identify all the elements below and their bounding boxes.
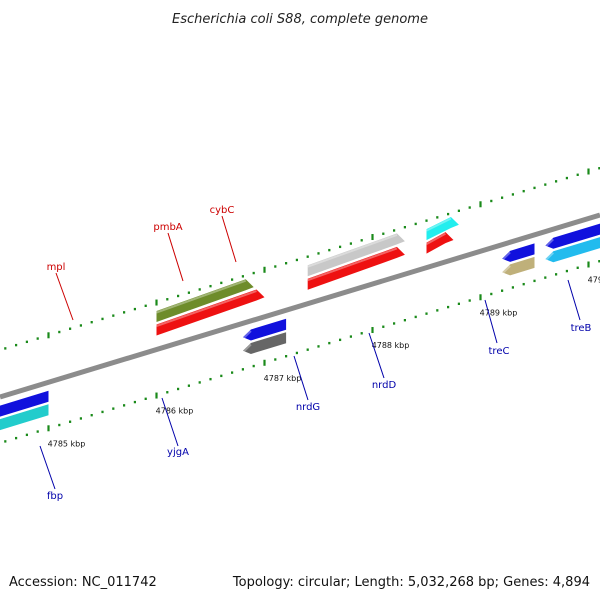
gene-label-nrdG[interactable]: nrdG — [296, 402, 320, 413]
axis-label: 4787 kbp — [264, 374, 302, 383]
nrdG-label-line — [293, 355, 309, 401]
axis-label: 4790 kbp — [588, 276, 600, 285]
nrdD-cds-arrow[interactable] — [545, 182, 600, 263]
axis-label: 4789 kbp — [480, 308, 518, 317]
accession-text: Accession: NC_011742 — [9, 575, 157, 590]
mpl-gene-highlight — [156, 279, 247, 314]
yjgA-gene-highlight — [242, 330, 252, 340]
nrdD-gene-arrow[interactable] — [545, 168, 600, 249]
nrdD-cds-highlight — [544, 252, 554, 262]
nrdG-cds-arrow[interactable] — [502, 256, 535, 276]
pmbA-gene-highlight — [307, 233, 398, 268]
nrdD-gene-highlight — [544, 238, 554, 248]
gene-label-cybC[interactable]: cybC — [210, 205, 235, 216]
axis-labels: 4785 kbp 4786 kbp 4787 kbp 4788 kbp 4789 kbp… — [48, 276, 600, 449]
cybC-gene-highlight — [426, 217, 452, 232]
map-title: Escherichia coli S88, complete genome — [172, 12, 428, 27]
gene-label-nrdD[interactable]: nrdD — [372, 380, 397, 391]
mpl-gene-arrow[interactable] — [156, 279, 254, 322]
mpl-cds-highlight — [156, 290, 257, 327]
mpl-cds-arrow[interactable] — [156, 289, 265, 336]
cybC-gene-arrow[interactable] — [426, 217, 459, 241]
nrdG-cds-highlight — [501, 265, 511, 275]
nrdD-label-line — [368, 332, 385, 379]
gene-label-pmbA[interactable]: pmbA — [153, 222, 182, 233]
axis-label: 4785 kbp — [48, 439, 86, 448]
gene-labels: mpl pmbA cybC fbp yjgA nrdG nrdD treC tr… — [39, 205, 592, 502]
nrdG-gene-highlight — [501, 251, 511, 261]
treB-label-line — [567, 279, 581, 321]
forward-tick-track — [4, 167, 600, 350]
yjgA-cds-arrow[interactable] — [242, 332, 287, 354]
gene-label-treC[interactable]: treC — [489, 346, 510, 357]
fbp-cds-arrow[interactable] — [0, 404, 49, 432]
fbp-gene-arrow[interactable] — [0, 390, 49, 419]
pmbA-label-line — [167, 232, 184, 282]
axis-label: 4788 kbp — [372, 341, 410, 350]
reverse-tick-track — [4, 260, 600, 443]
cybC-cds-arrow[interactable] — [426, 232, 454, 254]
summary-text: Topology: circular; Length: 5,032,268 bp… — [232, 575, 590, 590]
fbp-label-line — [39, 445, 56, 490]
pmbA-gene-arrow[interactable] — [307, 233, 405, 277]
axis-label: 4786 kbp — [156, 407, 194, 416]
gene-label-fbp[interactable]: fbp — [47, 491, 63, 502]
pmbA-cds-arrow[interactable] — [307, 246, 405, 290]
yjgA-label-line — [161, 397, 179, 447]
gene-label-mpl[interactable]: mpl — [47, 262, 66, 273]
mpl-label-line — [55, 272, 74, 321]
yjgA-cds-highlight — [242, 343, 252, 354]
gene-label-yjgA[interactable]: yjgA — [167, 447, 189, 458]
nrdG-gene-arrow[interactable] — [502, 243, 535, 262]
cybC-label-line — [221, 215, 237, 263]
yjgA-gene-arrow[interactable] — [242, 318, 287, 341]
cybC-cds-highlight — [426, 232, 446, 245]
gene-label-treB[interactable]: treB — [571, 323, 592, 334]
feature-track — [0, 168, 600, 432]
genome-backbone — [0, 212, 600, 400]
treC-label-line — [484, 299, 498, 344]
pmbA-cds-highlight — [307, 247, 398, 282]
